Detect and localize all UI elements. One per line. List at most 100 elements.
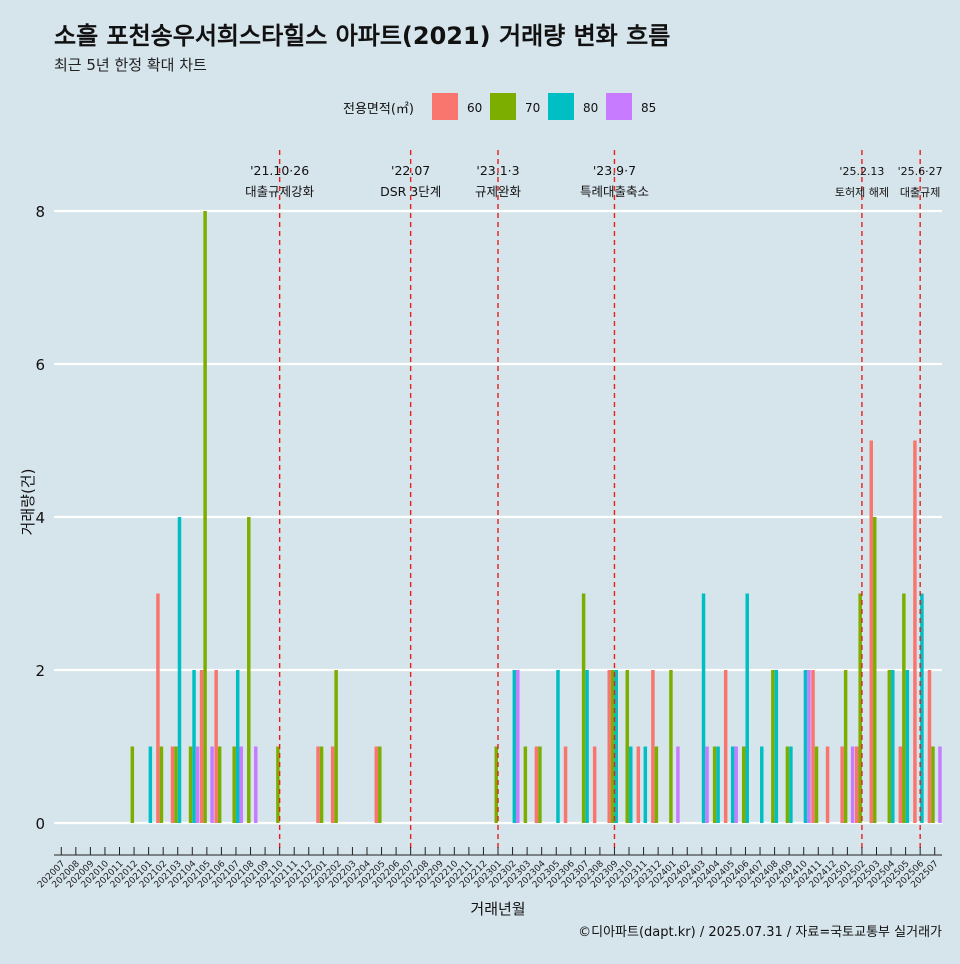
- bar-60-202103: [170, 746, 175, 823]
- event-date-202301: '23.1·3: [476, 163, 519, 178]
- bar-70-202301: [494, 746, 498, 823]
- x-axis-label: 거래년월: [470, 900, 525, 918]
- bar-80-202309: [614, 670, 618, 823]
- legend-swatch-80: [548, 93, 574, 120]
- bar-80-202410: [803, 670, 808, 823]
- bar-60-202311: [636, 746, 641, 823]
- legend-label-80: 80: [583, 101, 598, 115]
- bar-85-202108: [254, 746, 258, 823]
- bar-85-202104: [195, 746, 200, 823]
- bar-70-202104: [188, 746, 193, 823]
- bar-70-202501: [843, 670, 848, 823]
- bar-70-202408: [771, 670, 775, 823]
- event-date-202110: '21.10·26: [250, 163, 309, 178]
- bar-60-202102: [156, 593, 160, 823]
- bar-60-202411: [811, 670, 815, 823]
- bar-70-202507: [931, 746, 935, 823]
- bar-80-202405: [730, 746, 735, 823]
- event-date-202207: '22.07: [391, 163, 430, 178]
- grid: 0 2 4 6 8: [35, 203, 942, 833]
- bar-85-202501: [850, 746, 855, 823]
- legend-swatch-60: [432, 93, 458, 120]
- bar-70-202404: [712, 746, 717, 823]
- bar-70-202504: [887, 670, 892, 823]
- y-tick-label-2: 2: [35, 662, 45, 680]
- bar-60-202312: [651, 670, 655, 823]
- bar-85-202105: [210, 746, 214, 823]
- bar-80-202505: [905, 670, 910, 823]
- bar-70-202409: [785, 746, 790, 823]
- chart-subtitle: 최근 5년 한정 확대 차트: [54, 56, 207, 74]
- event-label-202110: 대출규제강화: [245, 184, 315, 199]
- bar-60-202201: [316, 746, 320, 823]
- legend-swatch-70: [490, 93, 516, 120]
- bar-60-202205: [374, 746, 379, 823]
- y-tick-label-6: 6: [35, 356, 45, 374]
- event-label-202506: 대출규제: [900, 186, 940, 199]
- bar-60-202405: [723, 670, 728, 823]
- event-label-202309: 특례대출축소: [580, 184, 649, 199]
- bar-60-202202: [330, 746, 335, 823]
- bars: [130, 211, 942, 823]
- bar-80-202408: [774, 670, 779, 823]
- bar-70-202107: [232, 746, 236, 823]
- bar-60-202306: [563, 746, 568, 823]
- event-date-202506: '25.6·27: [898, 165, 943, 178]
- bar-80-202103: [177, 517, 182, 823]
- bar-70-202502: [858, 593, 862, 823]
- legend-label-60: 60: [467, 101, 482, 115]
- bar-80-202404: [716, 746, 720, 823]
- bar-70-202103: [174, 746, 178, 823]
- bar-70-202102: [159, 746, 164, 823]
- y-tick-label-0: 0: [35, 815, 45, 833]
- bar-70-202303: [523, 746, 528, 823]
- bar-60-202412: [825, 746, 830, 823]
- bar-70-202110: [276, 746, 280, 823]
- bar-70-202401: [669, 670, 673, 823]
- event-label-202301: 규제완화: [475, 184, 522, 199]
- legend: 전용면적(㎡) 60 70 80 85: [343, 93, 656, 120]
- bar-80-202101: [148, 746, 153, 823]
- bar-60-202502: [854, 746, 859, 823]
- bar-70-202012: [130, 746, 135, 823]
- bar-60-202501: [840, 746, 844, 823]
- bar-85-202410: [807, 670, 811, 823]
- bar-70-202304: [538, 746, 542, 823]
- legend-label-70: 70: [525, 101, 540, 115]
- bar-80-202504: [891, 670, 895, 823]
- y-axis-label: 거래량(건): [19, 469, 37, 536]
- bar-80-202302: [512, 670, 517, 823]
- bar-60-202507: [927, 670, 932, 823]
- bar-80-202310: [629, 746, 633, 823]
- bar-80-202104: [192, 670, 196, 823]
- bar-80-202311: [643, 746, 648, 823]
- bar-60-202505: [898, 746, 903, 823]
- bar-70-202406: [741, 746, 746, 823]
- bar-80-202305: [556, 670, 560, 823]
- x-axis: 2020072020082020092020102020112020122021…: [36, 847, 942, 890]
- bar-70-202505: [902, 593, 906, 823]
- event-date-202309: '23.9·7: [593, 163, 636, 178]
- bar-80-202409: [789, 746, 793, 823]
- bar-60-202105: [199, 670, 204, 823]
- bar-60-202503: [869, 440, 873, 823]
- bar-80-202506: [920, 593, 924, 823]
- y-tick-label-4: 4: [35, 509, 45, 527]
- bar-70-202202: [334, 670, 338, 823]
- legend-label-85: 85: [641, 101, 656, 115]
- legend-swatch-85: [606, 93, 632, 120]
- bar-85-202302: [516, 670, 520, 823]
- bar-70-202201: [319, 746, 324, 823]
- bar-85-202107: [239, 746, 243, 823]
- bar-85-202405: [734, 746, 738, 823]
- bar-85-202507: [938, 746, 942, 823]
- bar-70-202312: [654, 746, 659, 823]
- event-label-202502: 토허제 해제: [835, 185, 889, 199]
- bar-80-202407: [760, 746, 764, 823]
- bar-70-202411: [814, 746, 819, 823]
- event-date-202502: '25.2.13: [839, 165, 884, 178]
- bar-70-202503: [873, 517, 877, 823]
- bar-60-202506: [913, 440, 917, 823]
- bar-70-202310: [625, 670, 630, 823]
- bar-60-202308: [592, 746, 597, 823]
